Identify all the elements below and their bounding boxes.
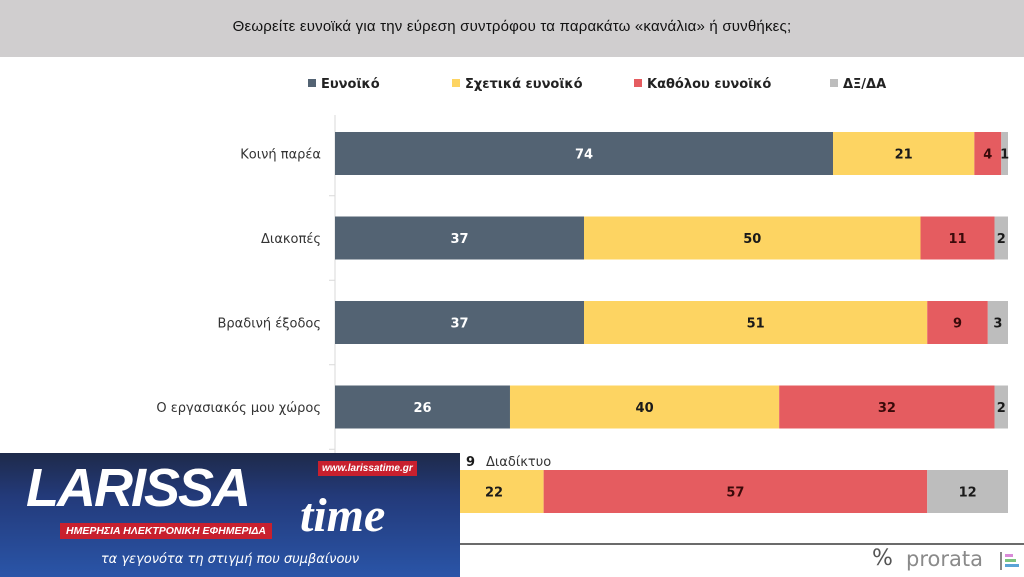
data-label: 2 (997, 232, 1006, 247)
data-label: 40 (636, 401, 654, 416)
data-label: 37 (450, 317, 468, 332)
legend-swatch-icon (452, 79, 460, 87)
bar-segment (584, 301, 928, 344)
bar-segment (779, 385, 995, 429)
data-label: 74 (575, 148, 593, 163)
legend-label: Καθόλου ευνοϊκό (647, 77, 772, 92)
data-label: 4 (983, 148, 992, 163)
data-label: 9 (466, 455, 475, 470)
bar-segment (584, 216, 921, 260)
legend-item-not-favorable: Καθόλου ευνοϊκό (634, 77, 771, 92)
bar-segment (927, 470, 1008, 513)
legend-item-dont-know: ΔΞ/ΔΑ (830, 77, 886, 92)
bar-segment (543, 470, 928, 513)
brand-name: prorata (906, 547, 983, 571)
bar-segment (335, 216, 585, 260)
bar-segment (335, 132, 834, 175)
bar-segment (833, 132, 975, 175)
logo-name-time: time (300, 489, 386, 542)
data-label: 21 (895, 148, 913, 163)
category-label: Βραδινή έξοδος (218, 317, 322, 332)
data-label: 22 (485, 486, 503, 501)
bar-segment (994, 385, 1008, 429)
legend-label: Σχετικά ευνοϊκό (465, 77, 583, 92)
legend-swatch-icon (634, 79, 642, 87)
data-label: 26 (413, 401, 431, 416)
data-label: 50 (743, 232, 761, 247)
legend-label: Ευνοϊκό (321, 77, 380, 92)
bar-segment (974, 132, 1002, 175)
data-label: 9 (953, 317, 962, 332)
data-label: 57 (726, 486, 744, 501)
legend-swatch-icon (830, 79, 838, 87)
legend: Ευνοϊκό Σχετικά ευνοϊκό Καθόλου ευνοϊκό … (0, 77, 1024, 97)
data-label: 11 (948, 232, 966, 247)
bar-segment (509, 385, 780, 429)
legend-swatch-icon (308, 79, 316, 87)
logo-name-main: LARISSA (26, 458, 251, 518)
data-label: 12 (959, 486, 977, 501)
data-label: 37 (450, 232, 468, 247)
bar-segment (1001, 132, 1008, 175)
title-banner: Θεωρείτε ευνοϊκά για την εύρεση συντρόφο… (0, 0, 1024, 57)
data-label: 3 (993, 317, 1002, 332)
chart-title: Θεωρείτε ευνοϊκά για την εύρεση συντρόφο… (232, 18, 792, 35)
data-label: 1 (1000, 148, 1009, 163)
bar-segment (335, 301, 585, 344)
footer-divider (460, 543, 1024, 545)
bar-segment (994, 216, 1008, 260)
legend-item-favorable: Ευνοϊκό (308, 77, 380, 92)
bar-segment (920, 216, 995, 260)
data-label: 51 (747, 317, 765, 332)
category-label: Διακοπές (261, 232, 321, 247)
data-label: 32 (878, 401, 896, 416)
bar-segment (987, 301, 1008, 344)
logo-tagline: ΗΜΕΡΗΣΙΑ ΗΛΕΚΤΡΟΝΙΚΗ ΕΦΗΜΕΡΙΔΑ (60, 523, 273, 539)
percent-symbol: % (872, 546, 893, 571)
prorata-bars-icon (1000, 552, 1020, 570)
data-label: 2 (997, 401, 1006, 416)
logo-url: www.larissatime.gr (318, 461, 417, 476)
prorata-logo: % prorata (872, 546, 1024, 572)
bar-segment (335, 385, 510, 429)
bar-segment (927, 301, 988, 344)
legend-label: ΔΞ/ΔΑ (843, 77, 887, 92)
category-label: Διαδίκτυο (486, 455, 551, 470)
legend-item-somewhat-favorable: Σχετικά ευνοϊκό (452, 77, 583, 92)
larissatime-logo-overlay: LARISSA www.larissatime.gr time ΗΜΕΡΗΣΙΑ… (0, 453, 460, 577)
category-label: Ο εργασιακός μου χώρος (156, 401, 321, 416)
category-label: Κοινή παρέα (240, 148, 321, 163)
logo-slogan: τα γεγονότα τη στιγμή που συμβαίνουν (100, 552, 360, 567)
